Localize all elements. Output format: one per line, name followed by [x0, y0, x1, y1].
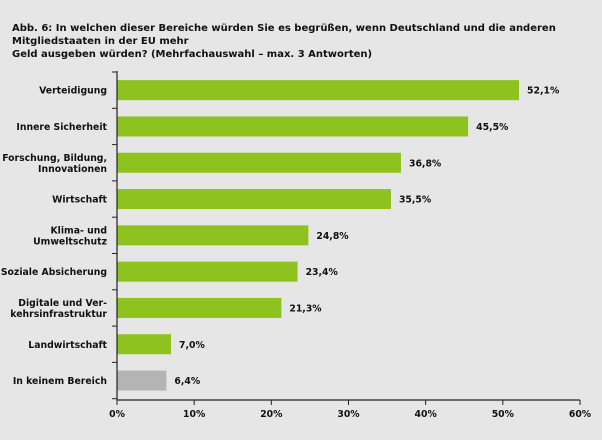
- value-label: 21,3%: [289, 303, 322, 314]
- category-label: Landwirtschaft: [28, 340, 107, 351]
- x-tick-label: 50%: [492, 409, 515, 420]
- bar: [117, 80, 520, 101]
- bar: [117, 370, 167, 391]
- x-tick-label: 60%: [569, 409, 592, 420]
- value-label: 23,4%: [306, 267, 339, 278]
- x-tick-label: 30%: [337, 409, 360, 420]
- bar: [117, 334, 172, 355]
- value-label: 24,8%: [316, 231, 349, 242]
- bar: [117, 116, 469, 137]
- category-label: Innere Sicherheit: [16, 122, 107, 133]
- x-tick-label: 20%: [260, 409, 283, 420]
- bar: [117, 152, 401, 173]
- bar: [117, 225, 309, 246]
- category-label: Soziale Absicherung: [1, 267, 107, 278]
- bar: [117, 261, 298, 282]
- bar: [117, 297, 282, 318]
- category-label: Klima- und Umweltschutz: [33, 225, 107, 247]
- value-label: 52,1%: [527, 86, 560, 97]
- category-label: Digitale und Ver-kehrsinfrastruktur: [10, 298, 107, 320]
- x-tick-label: 0%: [109, 409, 125, 420]
- value-label: 35,5%: [399, 195, 432, 206]
- value-label: 45,5%: [476, 122, 509, 133]
- category-label: Forschung, Bildung, Innovationen: [2, 153, 107, 175]
- x-tick-label: 40%: [415, 409, 438, 420]
- value-label: 7,0%: [179, 340, 205, 351]
- value-label: 36,8%: [409, 158, 442, 169]
- value-label: 6,4%: [174, 376, 200, 387]
- x-tick-label: 10%: [183, 409, 206, 420]
- chart-title: Abb. 6: In welchen dieser Bereiche würde…: [12, 23, 556, 60]
- bar: [117, 189, 391, 210]
- category-label: In keinem Bereich: [13, 376, 107, 387]
- category-label: Verteidigung: [39, 86, 107, 97]
- category-label: Wirtschaft: [52, 195, 107, 206]
